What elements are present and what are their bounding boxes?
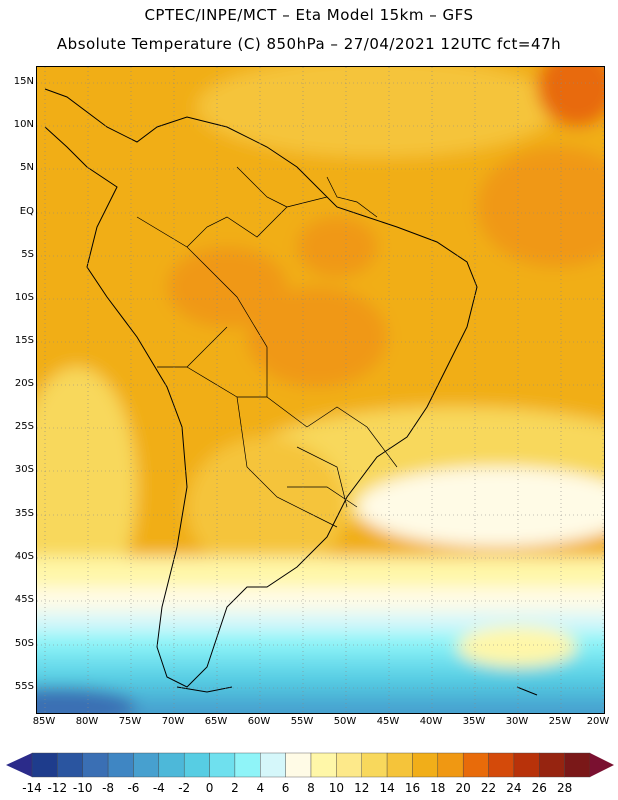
colorbar-label: 14: [379, 781, 395, 795]
coastline: [44, 88, 538, 696]
lon-label: 25W: [548, 716, 572, 727]
colorbar-swatch: [361, 752, 388, 778]
lat-label: 45S: [14, 594, 34, 605]
colorbar-label: -8: [102, 781, 115, 795]
temperature-field: [37, 67, 604, 713]
colorbar-label: 0: [205, 781, 214, 795]
colorbar-swatch: [133, 752, 160, 778]
lon-label: 50W: [333, 716, 357, 727]
lon-label: 55W: [290, 716, 314, 727]
colorbar-swatch: [310, 752, 337, 778]
colorbar-swatch: [513, 752, 540, 778]
colorbar-label: -6: [127, 781, 140, 795]
colorbar-label: 28: [556, 781, 573, 795]
colorbar-swatch: [82, 752, 109, 778]
temperature-map: [36, 66, 605, 714]
country-borders: [136, 166, 398, 528]
colorbar-swatch: [57, 752, 83, 778]
colorbar-label: 12: [354, 781, 370, 795]
colorbar-label: 4: [256, 781, 265, 795]
lon-label: 65W: [204, 716, 228, 727]
lon-label: 20W: [586, 716, 610, 727]
colorbar-swatch: [539, 752, 565, 778]
colorbar: [6, 752, 614, 778]
lat-label: 10S: [14, 292, 34, 303]
colorbar-swatch: [386, 752, 413, 778]
lat-label: 10N: [13, 119, 34, 130]
colorbar-swatch: [183, 752, 210, 778]
colorbar-swatch: [462, 752, 489, 778]
lon-label: 70W: [161, 716, 185, 727]
lat-label: 5N: [20, 162, 34, 173]
lat-label: 15S: [14, 335, 34, 346]
colorbar-label: 8: [307, 781, 315, 795]
colorbar-swatch: [158, 752, 185, 778]
colorbar-label: 6: [281, 781, 290, 795]
colorbar-swatch: [31, 752, 58, 778]
colorbar-over-arrow: [590, 753, 614, 777]
colorbar-label: -12: [47, 781, 68, 795]
colorbar-under-arrow: [6, 753, 32, 777]
lon-label: 60W: [247, 716, 271, 727]
lat-label: 20S: [14, 378, 34, 389]
colorbar-swatch: [336, 752, 362, 778]
colorbar-label: 10: [328, 781, 344, 795]
lat-label: 15N: [13, 76, 34, 87]
colorbar-swatch: [285, 752, 312, 778]
map-subtitle: Absolute Temperature (C) 850hPa – 27/04/…: [56, 35, 562, 53]
lat-label: 30S: [14, 464, 34, 475]
lat-label: 5S: [21, 249, 34, 260]
lat-label: 40S: [14, 551, 34, 562]
colorbar-label: 22: [480, 781, 497, 795]
colorbar-label: 2: [231, 781, 239, 795]
colorbar-swatch: [412, 752, 439, 778]
lat-label: 25S: [14, 421, 34, 432]
colorbar-label: 24: [506, 781, 522, 795]
lon-label: 35W: [462, 716, 486, 727]
colorbar-swatch: [488, 752, 515, 778]
colorbar-swatch: [107, 752, 134, 778]
colorbar-swatch: [209, 752, 236, 778]
colorbar-swatch: [437, 752, 464, 778]
colorbar-label: 20: [455, 781, 471, 795]
colorbar-swatch: [260, 752, 286, 778]
lon-label: 45W: [376, 716, 400, 727]
colorbar-label: -14: [22, 781, 42, 795]
lat-label: EQ: [19, 206, 34, 217]
colorbar-swatch: [564, 752, 591, 778]
colorbar-label: -2: [178, 781, 191, 795]
lon-label: 30W: [505, 716, 529, 727]
lon-label: 85W: [32, 716, 56, 727]
lat-label: 50S: [14, 638, 34, 649]
lon-label: 80W: [75, 716, 99, 727]
colorbar-label: -10: [72, 781, 93, 795]
lat-label: 35S: [14, 508, 34, 519]
colorbar-label: -4: [152, 781, 165, 795]
colorbar-swatch: [234, 752, 261, 778]
colorbar-label: 18: [430, 781, 446, 795]
lon-label: 75W: [118, 716, 142, 727]
lon-label: 40W: [419, 716, 443, 727]
map-grid: [37, 67, 604, 713]
colorbar-label: 26: [531, 781, 547, 795]
map-title: CPTEC/INPE/MCT – Eta Model 15km – GFS: [144, 6, 474, 24]
colorbar-label: 16: [404, 781, 421, 795]
lat-label: 55S: [14, 681, 34, 692]
